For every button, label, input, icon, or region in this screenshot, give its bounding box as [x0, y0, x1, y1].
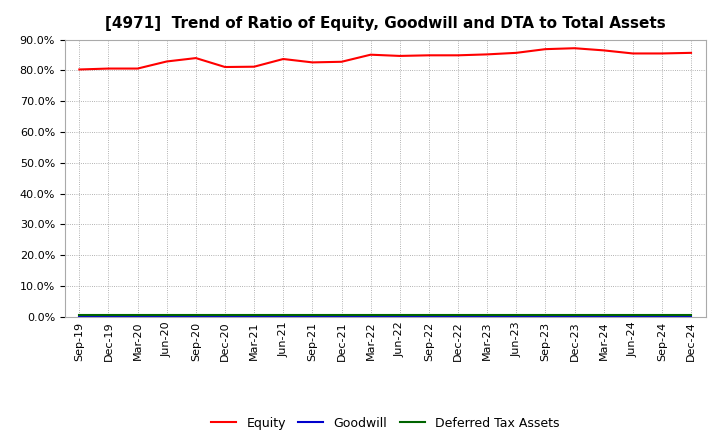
Goodwill [192, 314, 200, 319]
Equity [425, 53, 433, 58]
Goodwill [163, 314, 171, 319]
Equity [279, 56, 287, 62]
Deferred Tax Assets [75, 312, 84, 318]
Goodwill [133, 314, 142, 319]
Deferred Tax Assets [250, 312, 258, 318]
Goodwill [220, 314, 229, 319]
Equity [250, 64, 258, 70]
Equity [192, 55, 200, 61]
Goodwill [687, 314, 696, 319]
Goodwill [308, 314, 317, 319]
Deferred Tax Assets [629, 312, 637, 318]
Goodwill [425, 314, 433, 319]
Deferred Tax Assets [337, 312, 346, 318]
Deferred Tax Assets [599, 312, 608, 318]
Goodwill [75, 314, 84, 319]
Equity [308, 60, 317, 65]
Deferred Tax Assets [133, 312, 142, 318]
Equity [75, 67, 84, 72]
Deferred Tax Assets [395, 312, 404, 318]
Deferred Tax Assets [104, 312, 113, 318]
Goodwill [512, 314, 521, 319]
Goodwill [250, 314, 258, 319]
Goodwill [366, 314, 375, 319]
Goodwill [483, 314, 492, 319]
Line: Equity: Equity [79, 48, 691, 70]
Title: [4971]  Trend of Ratio of Equity, Goodwill and DTA to Total Assets: [4971] Trend of Ratio of Equity, Goodwil… [105, 16, 665, 32]
Deferred Tax Assets [192, 312, 200, 318]
Equity [454, 53, 462, 58]
Equity [133, 66, 142, 71]
Goodwill [657, 314, 666, 319]
Equity [220, 64, 229, 70]
Equity [337, 59, 346, 64]
Goodwill [337, 314, 346, 319]
Equity [163, 59, 171, 64]
Goodwill [629, 314, 637, 319]
Equity [629, 51, 637, 56]
Deferred Tax Assets [657, 312, 666, 318]
Deferred Tax Assets [570, 312, 579, 318]
Goodwill [541, 314, 550, 319]
Equity [395, 53, 404, 59]
Equity [599, 48, 608, 53]
Deferred Tax Assets [687, 312, 696, 318]
Goodwill [599, 314, 608, 319]
Goodwill [104, 314, 113, 319]
Deferred Tax Assets [308, 312, 317, 318]
Equity [687, 50, 696, 55]
Deferred Tax Assets [220, 312, 229, 318]
Deferred Tax Assets [366, 312, 375, 318]
Deferred Tax Assets [541, 312, 550, 318]
Equity [483, 52, 492, 57]
Deferred Tax Assets [454, 312, 462, 318]
Goodwill [395, 314, 404, 319]
Goodwill [279, 314, 287, 319]
Deferred Tax Assets [163, 312, 171, 318]
Equity [570, 46, 579, 51]
Goodwill [454, 314, 462, 319]
Deferred Tax Assets [512, 312, 521, 318]
Equity [657, 51, 666, 56]
Goodwill [570, 314, 579, 319]
Equity [512, 50, 521, 55]
Deferred Tax Assets [483, 312, 492, 318]
Deferred Tax Assets [425, 312, 433, 318]
Equity [366, 52, 375, 57]
Equity [541, 47, 550, 52]
Deferred Tax Assets [279, 312, 287, 318]
Equity [104, 66, 113, 71]
Legend: Equity, Goodwill, Deferred Tax Assets: Equity, Goodwill, Deferred Tax Assets [207, 412, 564, 435]
